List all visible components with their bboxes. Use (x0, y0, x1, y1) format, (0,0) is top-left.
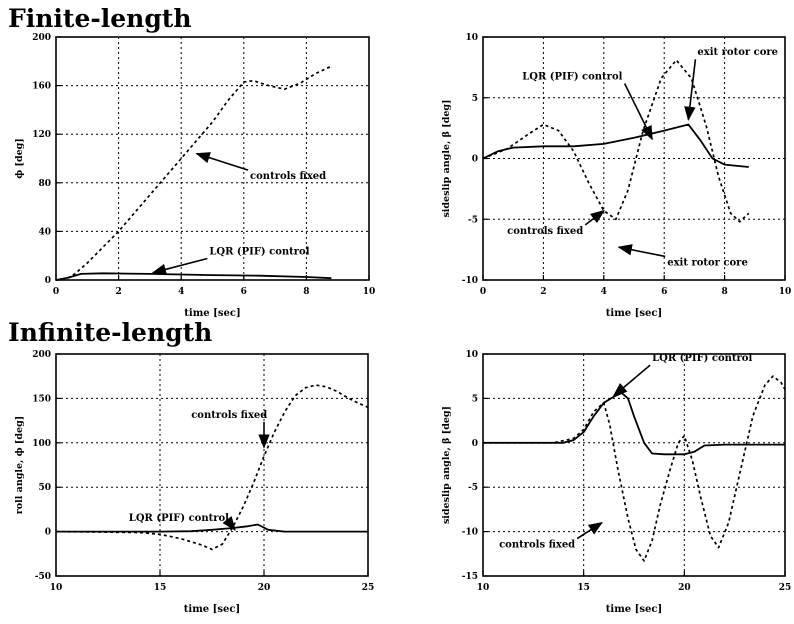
annotation-arrow (684, 59, 697, 122)
annotation-label: LQR (PIF) control (522, 72, 622, 83)
y-tick-label: 0 (472, 155, 478, 165)
annotation-arrow (151, 257, 208, 276)
series-line-controls-fixed (483, 375, 786, 562)
x-tick-label: 8 (303, 287, 309, 297)
x-tick-label: 25 (779, 583, 792, 593)
plot-frame (55, 353, 369, 577)
annotation-arrow (576, 521, 603, 540)
x-axis-label: time [sec] (184, 604, 240, 615)
section-title-finite: Finite-length (8, 4, 192, 33)
annotation-label: controls fixed (499, 540, 575, 551)
annotation-arrow (623, 83, 653, 141)
y-tick-label: -5 (468, 483, 478, 493)
series-line-controls-fixed (55, 384, 369, 551)
y-tick-label: -50 (35, 572, 51, 582)
x-tick-label: 0 (480, 287, 486, 297)
plot-frame (482, 353, 786, 577)
y-axis-label: sideslip angle, β [deg] (441, 406, 452, 524)
x-tick-label: 4 (178, 287, 184, 297)
annotation-label: LQR (PIF) control (652, 353, 752, 364)
x-tick-label: 10 (477, 583, 490, 593)
x-tick-label: 6 (241, 287, 247, 297)
annotation-arrow (195, 152, 249, 171)
y-tick-label: 150 (32, 394, 51, 404)
x-tick-label: 6 (661, 287, 667, 297)
x-tick-label: 2 (540, 287, 546, 297)
x-tick-label: 8 (721, 287, 727, 297)
y-axis-label: roll angle, ϕ [deg] (14, 416, 25, 514)
y-tick-label: 10 (465, 33, 478, 43)
x-tick-label: 20 (678, 583, 691, 593)
annotation-label: exit rotor core (697, 47, 778, 58)
series-line-lqr-pif-control (483, 392, 785, 456)
x-axis-label: time [sec] (606, 308, 662, 319)
annotation-label: LQR (PIF) control (209, 246, 309, 257)
y-tick-label: 50 (38, 483, 51, 493)
series-line-lqr-pif-control (56, 523, 368, 533)
annotation-arrow (617, 244, 666, 258)
x-tick-label: 4 (601, 287, 607, 297)
plot-frame (55, 36, 370, 281)
y-tick-label: 10 (465, 350, 478, 360)
y-tick-label: 80 (38, 179, 51, 189)
annotation-label: controls fixed (191, 410, 267, 421)
annotation-arrow (584, 209, 605, 226)
annotation-label: controls fixed (250, 171, 326, 182)
x-tick-label: 0 (53, 287, 59, 297)
annotation-arrow (612, 364, 651, 397)
series-line-controls-fixed (55, 65, 332, 281)
y-tick-label: 200 (32, 350, 51, 360)
x-tick-label: 20 (258, 583, 271, 593)
y-tick-label: 120 (32, 130, 51, 140)
y-tick-label: 200 (32, 33, 51, 43)
y-tick-label: 0 (472, 439, 478, 449)
y-tick-label: 5 (472, 94, 478, 104)
y-tick-label: 0 (45, 528, 51, 538)
y-tick-label: -15 (462, 572, 478, 582)
annotation-arrow (222, 516, 236, 531)
annotation-label: controls fixed (507, 226, 583, 237)
y-tick-label: -10 (462, 528, 478, 538)
y-tick-label: -10 (462, 276, 478, 286)
x-axis-label: time [sec] (606, 604, 662, 615)
x-tick-label: 10 (779, 287, 792, 297)
x-axis-label: time [sec] (184, 308, 240, 319)
series-line-controls-fixed (482, 59, 750, 223)
annotation-label: exit rotor core (667, 257, 748, 268)
x-tick-label: 2 (115, 287, 121, 297)
annotation-label: LQR (PIF) control (129, 513, 229, 524)
x-tick-label: 15 (154, 583, 167, 593)
x-tick-label: 10 (363, 287, 376, 297)
series-line-lqr-pif-control (482, 123, 749, 168)
x-tick-label: 25 (362, 583, 375, 593)
y-tick-label: 40 (38, 227, 51, 237)
y-tick-label: 160 (32, 82, 51, 92)
y-tick-label: 0 (45, 276, 51, 286)
y-tick-label: -5 (468, 215, 478, 225)
y-axis-label: sideslip angle, β [deg] (441, 99, 452, 217)
x-tick-label: 15 (577, 583, 590, 593)
section-title-infinite: Infinite-length (8, 318, 213, 347)
y-axis-label: ϕ [deg] (14, 138, 25, 179)
series-line-lqr-pif-control (55, 272, 332, 281)
y-tick-label: 5 (472, 394, 478, 404)
y-tick-label: 100 (32, 439, 51, 449)
x-tick-label: 10 (50, 583, 63, 593)
